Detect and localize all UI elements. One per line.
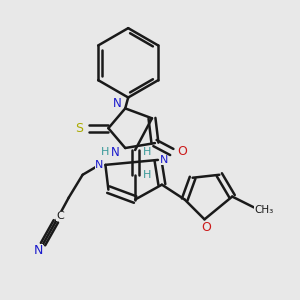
- Text: N: N: [111, 146, 120, 160]
- Text: H: H: [143, 147, 151, 157]
- Text: N: N: [113, 97, 122, 110]
- Text: O: O: [177, 146, 187, 158]
- Text: H: H: [101, 147, 110, 157]
- Text: CH₃: CH₃: [254, 206, 274, 215]
- Text: H: H: [143, 170, 151, 180]
- Text: N: N: [33, 244, 43, 256]
- Text: S: S: [75, 122, 83, 135]
- Text: N: N: [95, 160, 104, 170]
- Text: N: N: [160, 155, 168, 165]
- Text: O: O: [202, 221, 212, 234]
- Text: C: C: [56, 212, 64, 221]
